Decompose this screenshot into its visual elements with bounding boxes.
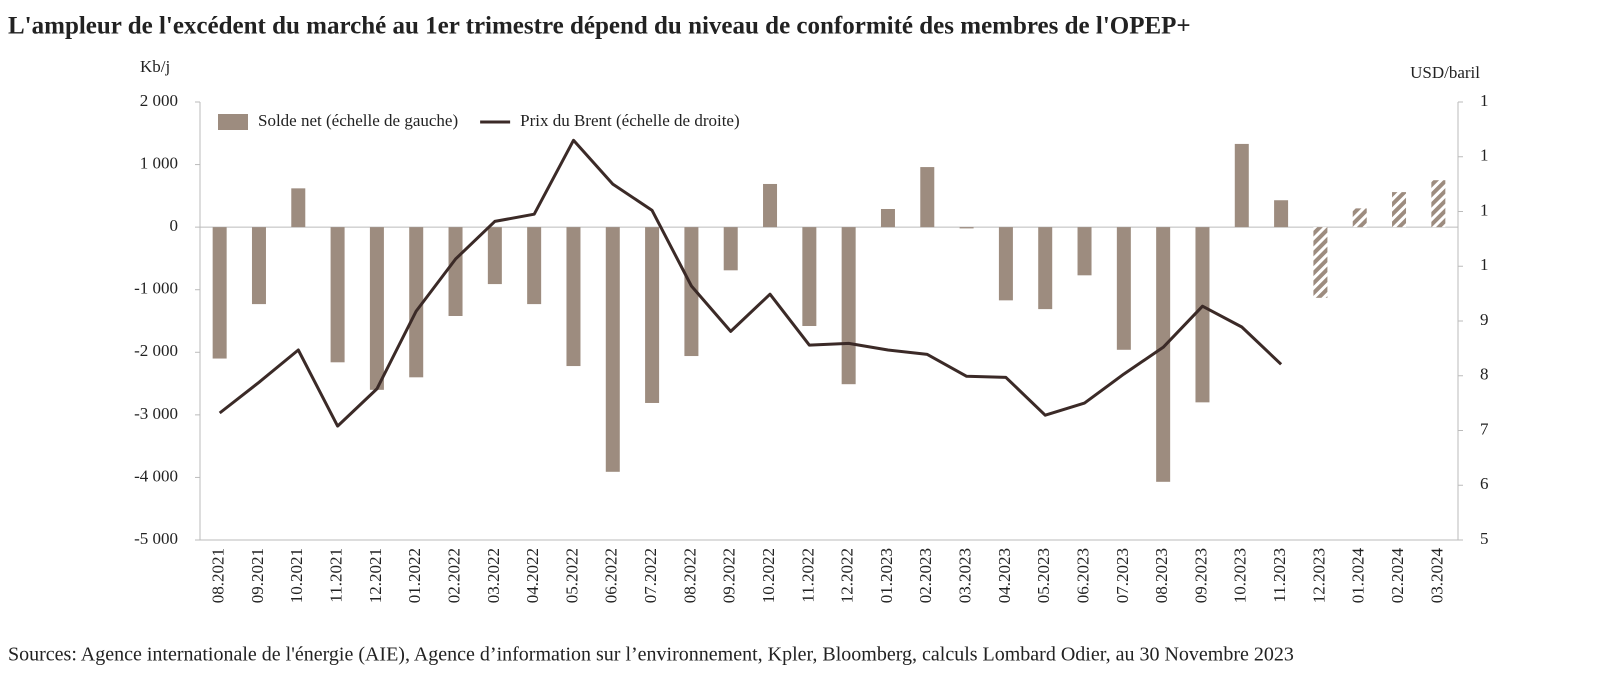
x-tick-label: 06.2022	[602, 548, 621, 603]
x-tick-label: 09.2021	[248, 548, 267, 603]
bar	[723, 227, 738, 271]
bar	[212, 227, 227, 359]
bar	[1392, 192, 1407, 228]
x-tick-label: 01.2022	[405, 548, 424, 603]
chart-title: L'ampleur de l'excédent du marché au 1er…	[8, 13, 1191, 40]
bar	[330, 227, 345, 363]
bar	[998, 227, 1013, 301]
x-tick-label: 03.2023	[956, 548, 975, 603]
x-tick-label: 10.2023	[1231, 548, 1250, 603]
x-tick-label: 07.2023	[1113, 548, 1132, 603]
bar	[1313, 227, 1328, 298]
bar	[763, 183, 778, 228]
y-tick-label: -2 000	[134, 341, 178, 360]
bar	[684, 227, 699, 357]
x-tick-label: 07.2022	[641, 548, 660, 603]
bar	[527, 227, 542, 305]
x-tick-label: 12.2021	[366, 548, 385, 603]
x-tick-label: 11.2023	[1270, 548, 1289, 603]
bar	[880, 208, 895, 228]
bar	[448, 227, 463, 316]
y-tick-label: 1 000	[140, 153, 178, 172]
legend-label: Prix du Brent (échelle de droite)	[520, 111, 740, 130]
x-tick-label: 09.2023	[1191, 548, 1210, 603]
x-tick-label: 05.2022	[562, 548, 581, 603]
x-tick-label: 06.2023	[1073, 548, 1092, 603]
source: Sources: Agence internationale de l'éner…	[8, 644, 1294, 666]
x-tick-label: 10.2021	[287, 548, 306, 603]
y2-tick-label: 8	[1480, 365, 1489, 384]
y-tick-label: 2 000	[140, 91, 178, 110]
x-tick-label: 12.2023	[1309, 548, 1328, 603]
y2-tick-label: 1	[1480, 146, 1489, 165]
bar	[802, 227, 817, 327]
x-tick-label: 10.2022	[759, 548, 778, 603]
bar	[1116, 227, 1131, 350]
x-tick-label: 02.2024	[1388, 548, 1407, 604]
bar	[841, 227, 856, 385]
x-tick-label: 08.2023	[1152, 548, 1171, 603]
x-tick-label: 09.2022	[720, 548, 739, 603]
y-tick-label: -3 000	[134, 404, 178, 423]
bar	[1274, 200, 1289, 228]
x-tick-label: 02.2022	[444, 548, 463, 603]
bar	[1352, 208, 1367, 228]
bar	[291, 188, 306, 228]
y2-tick-label: 1	[1480, 91, 1489, 110]
x-tick-label: 03.2022	[484, 548, 503, 603]
y-tick-label: -1 000	[134, 279, 178, 298]
bar	[959, 227, 974, 229]
bar	[645, 227, 660, 403]
x-tick-label: 01.2023	[877, 548, 896, 603]
bar	[920, 167, 935, 228]
bar	[1038, 227, 1053, 310]
x-tick-label: 08.2021	[209, 548, 228, 603]
bar	[369, 227, 384, 390]
legend-label: Solde net (échelle de gauche)	[258, 111, 458, 130]
y2-tick-label: 7	[1480, 419, 1489, 438]
x-tick-label: 02.2023	[916, 548, 935, 603]
x-tick-label: 11.2021	[327, 548, 346, 603]
y-tick-label: -4 000	[134, 466, 178, 485]
bar	[1431, 180, 1446, 228]
bar	[409, 227, 424, 378]
bar	[605, 227, 620, 472]
bar	[566, 227, 581, 367]
bar	[1077, 227, 1092, 276]
x-tick-label: 12.2022	[838, 548, 857, 603]
y2-tick-label: 5	[1480, 529, 1489, 548]
y-tick-label: -5 000	[134, 529, 178, 548]
x-tick-label: 03.2024	[1427, 548, 1446, 604]
y2-tick-label: 9	[1480, 310, 1489, 329]
bar	[487, 227, 502, 285]
bar	[1156, 227, 1171, 482]
legend-swatch	[218, 114, 248, 130]
x-tick-label: 08.2022	[680, 548, 699, 603]
y2-tick-label: 1	[1480, 255, 1489, 274]
x-tick-label: 01.2024	[1349, 548, 1368, 604]
x-tick-label: 04.2022	[523, 548, 542, 603]
bar	[251, 227, 266, 305]
line	[218, 138, 1283, 428]
y2-tick-label: 6	[1480, 474, 1489, 493]
bar	[1195, 227, 1210, 403]
y-tick-label: 0	[170, 216, 179, 235]
x-tick-label: 11.2022	[798, 548, 817, 603]
y2-tick-label: 1	[1480, 200, 1489, 219]
x-tick-label: 05.2023	[1034, 548, 1053, 603]
y2-axis-label: USD/baril	[1410, 63, 1480, 82]
x-tick-label: 04.2023	[995, 548, 1014, 603]
y-axis-label: Kb/j	[140, 57, 170, 76]
bar	[1234, 143, 1249, 228]
